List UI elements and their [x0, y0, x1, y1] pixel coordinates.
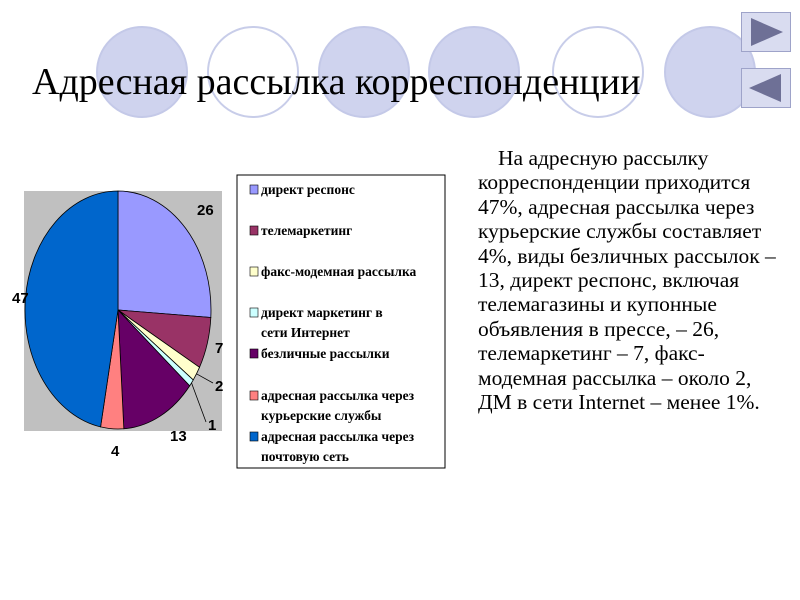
- slide-title: Адресная рассылка корреспонденции: [32, 61, 641, 103]
- triangle-left-icon: [749, 74, 781, 102]
- legend-swatch: [249, 266, 259, 277]
- pie-slice: [117, 308, 191, 430]
- decor-circle: [96, 26, 188, 118]
- legend-swatch: [249, 431, 259, 442]
- legend-label: адресная рассылка через почтовую сеть: [261, 429, 415, 464]
- pie-data-label: 1: [208, 417, 216, 434]
- legend-label: директ маркетинг в сети Интернет: [261, 305, 383, 340]
- legend-label: факс-модемная рассылка: [261, 264, 417, 279]
- triangle-right-icon: [751, 18, 783, 46]
- legend-swatch: [249, 348, 259, 359]
- legend-label: безличные рассылки: [261, 346, 390, 361]
- next-slide-button[interactable]: [741, 12, 791, 52]
- pie-data-label: 26: [197, 202, 214, 219]
- pie-data-label: 4: [111, 443, 120, 460]
- pie-data-label: 7: [215, 340, 223, 357]
- legend-swatch: [249, 307, 259, 318]
- decor-circle: [552, 26, 644, 118]
- legend-swatch: [249, 184, 259, 195]
- pie-data-label: 13: [170, 428, 187, 445]
- legend-label: адресная рассылка через курьерские службы: [261, 388, 415, 423]
- legend-swatch: [249, 390, 259, 401]
- decor-circle: [318, 26, 410, 118]
- legend-label: телемаркетинг: [261, 223, 352, 238]
- decor-circle: [207, 26, 299, 118]
- decor-circle: [664, 26, 756, 118]
- slide-body-text: На адресную рассылку корреспонденции при…: [478, 146, 776, 415]
- pie-slice: [24, 190, 119, 428]
- pie-data-label: 2: [215, 378, 223, 395]
- legend-box: [236, 174, 446, 469]
- legend-swatch: [249, 225, 259, 236]
- pie-leader-line: [196, 373, 214, 384]
- decor-circle: [428, 26, 520, 118]
- legend-label: директ респонс: [261, 182, 355, 197]
- pie-data-label: 47: [12, 290, 29, 307]
- pie-leader-line: [191, 382, 207, 423]
- prev-slide-button[interactable]: [741, 68, 791, 108]
- pie-slice: [117, 190, 212, 318]
